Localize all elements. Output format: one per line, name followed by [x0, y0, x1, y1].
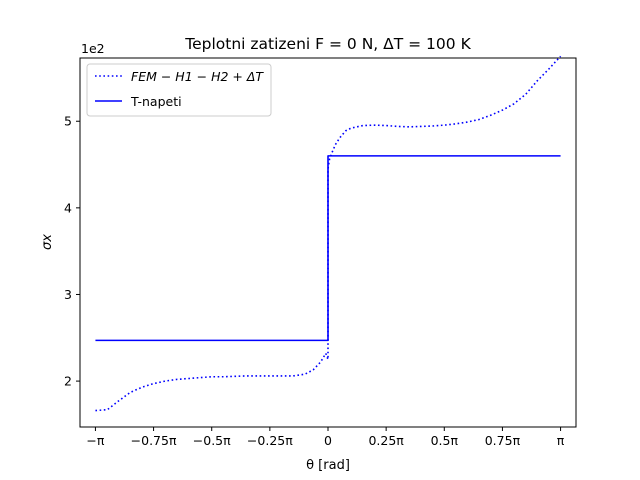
y-axis: 2 3 4 5: [64, 114, 80, 389]
chart-title: Teplotni zatizeni F = 0 N, ΔT = 100 K: [184, 35, 471, 53]
x-tick-label-6: 0.5π: [431, 433, 459, 448]
x-tick-label-8: π: [557, 433, 565, 448]
y-axis-label: σx: [40, 234, 55, 250]
y-tick-label-2: 4: [64, 200, 72, 215]
legend-label-t-napeti: T-napeti: [130, 94, 182, 109]
x-tick-label-5: 0.25π: [368, 433, 404, 448]
x-tick-label-0: −π: [86, 433, 104, 448]
y-tick-label-0: 2: [64, 374, 72, 389]
x-tick-label-3: −0.25π: [247, 433, 293, 448]
x-tick-label-1: −0.75π: [131, 433, 177, 448]
x-axis: −π −0.75π −0.5π −0.25π 0 0.25π 0.5π 0.75π π: [86, 427, 565, 448]
legend-label-fem: FEM − H1 − H2 + ΔT: [131, 69, 264, 84]
legend-frame: [86, 63, 272, 117]
x-tick-label-2: −0.5π: [193, 433, 231, 448]
legend: FEM − H1 − H2 + ΔT T-napeti: [86, 63, 272, 117]
x-tick-label-7: 0.75π: [485, 433, 521, 448]
x-axis-label: θ [rad]: [306, 458, 350, 473]
y-tick-label-1: 3: [64, 287, 72, 302]
y-tick-label-3: 5: [64, 114, 72, 129]
y-offset-label: 1e2: [81, 41, 105, 56]
series-line-t-napeti: [95, 155, 561, 342]
series-layer: [95, 55, 562, 412]
x-tick-label-4: 0: [324, 433, 332, 448]
